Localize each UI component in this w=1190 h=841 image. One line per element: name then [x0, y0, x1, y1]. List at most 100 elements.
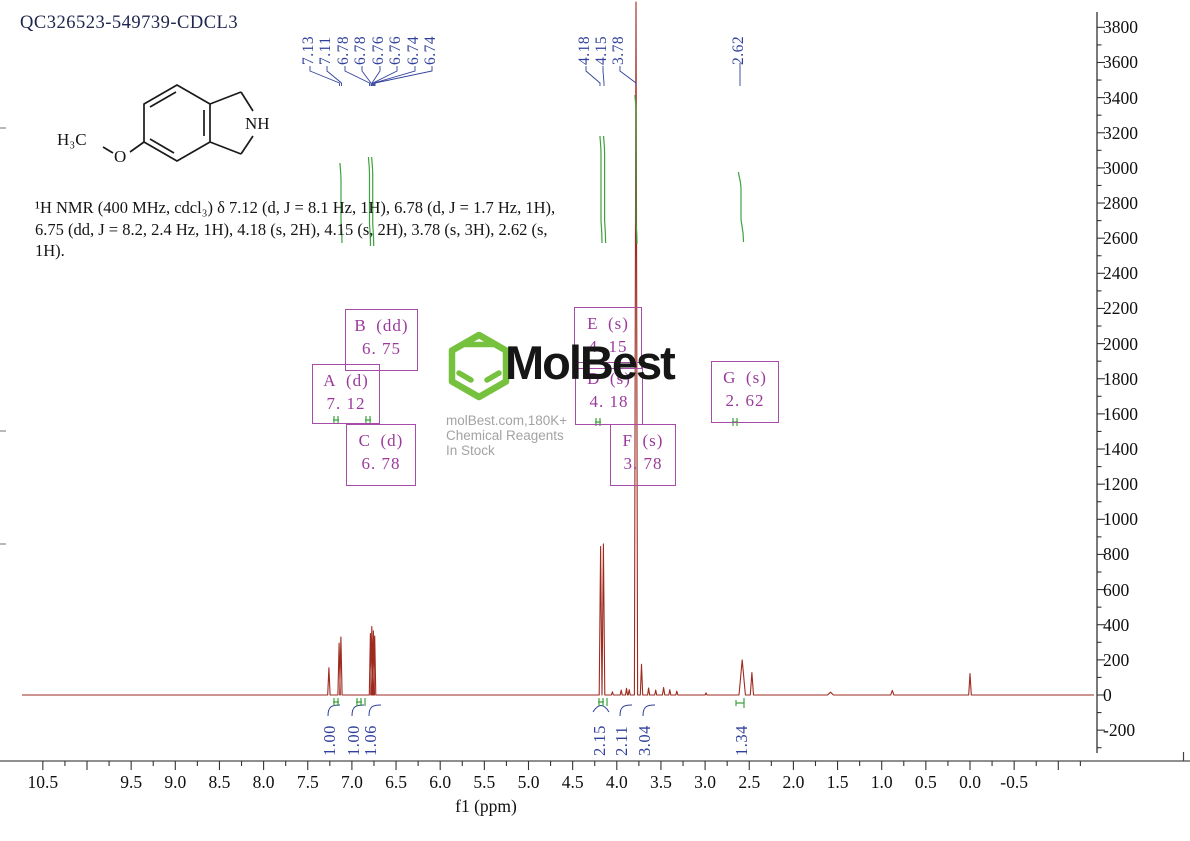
peak-label-connector	[602, 66, 605, 86]
x-tick-label: 2.0	[782, 772, 805, 792]
amine-group-label: NH	[245, 114, 270, 133]
integral-region-mark	[333, 416, 339, 424]
y-tick-label: 1400	[1103, 439, 1138, 460]
watermark-tagline: molBest.com,180K+ Chemical Reagents In S…	[446, 413, 568, 458]
peak-label-connector	[361, 66, 372, 86]
integral-region-mark	[735, 698, 745, 708]
nmr-assignment-text: ¹H NMR (400 MHz, cdcl₃) δ 7.12 (d, J = 8…	[35, 197, 595, 262]
annotation-shift: 4. 15	[588, 337, 628, 356]
x-tick-label: 7.0	[340, 772, 363, 792]
integration-bracket	[368, 704, 382, 717]
annotation-shift: 2. 62	[725, 391, 765, 410]
y-tick-label: 800	[1103, 544, 1130, 565]
peak-label-connector	[309, 66, 340, 86]
peak-label: 2.62	[730, 35, 747, 65]
annotation-multiplicity: E (s)	[587, 314, 629, 333]
x-tick-label: 5.0	[517, 772, 540, 792]
y-tick-label: 2000	[1103, 333, 1138, 354]
peak-label-connector	[344, 66, 370, 86]
integral-curve	[599, 135, 603, 244]
x-tick-label: 0.0	[959, 772, 981, 792]
peak-label: 7.11	[317, 36, 334, 65]
peak-label-connector	[326, 66, 342, 86]
integration-bracket	[619, 704, 633, 717]
peak-annotation-box-f: F (s) 3. 78	[610, 424, 676, 486]
integral-region-mark	[333, 698, 339, 706]
integral-curve	[367, 156, 372, 247]
structure-bond	[240, 91, 254, 112]
oxygen-atom-label: O	[114, 147, 127, 166]
integral-region-mark	[598, 698, 608, 706]
y-tick-label: 2600	[1103, 228, 1138, 249]
peak-label: 7.13	[300, 35, 317, 65]
integral-curve	[371, 156, 375, 247]
structure-bond	[209, 91, 242, 105]
integration-label: 1.00	[344, 725, 363, 756]
peak-annotation-box-d: D (s) 4. 18	[575, 362, 643, 425]
x-tick-label: 1.0	[870, 772, 893, 792]
peak-label-connector	[619, 66, 637, 86]
integration-label: 1.06	[361, 725, 380, 756]
integral-curve	[634, 94, 638, 245]
peak-label: 6.74	[405, 35, 422, 65]
structure-bond	[129, 141, 145, 153]
peak-label: 6.74	[422, 35, 439, 65]
peak-annotation-box-b: B (dd) 6. 75	[345, 309, 418, 371]
y-tick-label: 3600	[1103, 52, 1138, 73]
peak-label-connector	[372, 66, 398, 86]
x-tick-label: 7.5	[296, 772, 319, 792]
structure-bond	[149, 138, 175, 154]
x-tick-label: 6.0	[429, 772, 452, 792]
y-tick-label: 2400	[1103, 263, 1138, 284]
y-tick-label: 1800	[1103, 368, 1138, 389]
y-tick-label: 1200	[1103, 474, 1138, 495]
methyl-group-label: H₃C	[57, 130, 87, 149]
nmr-text-line: 6.75 (dd, J = 8.2, 2.4 Hz, 1H), 4.18 (s,…	[35, 219, 548, 239]
y-tick-label: 3800	[1103, 17, 1138, 38]
peak-label: 6.78	[352, 35, 369, 65]
y-tick-label: 600	[1103, 579, 1130, 600]
annotation-shift: 3. 78	[623, 454, 663, 473]
integral-curve	[339, 162, 343, 244]
integration-label: 2.15	[590, 725, 609, 756]
peak-label: 3.78	[610, 35, 627, 65]
y-tick-label: 400	[1103, 614, 1130, 635]
y-tick-label: 0	[1103, 685, 1112, 705]
y-tick-label: 1600	[1103, 403, 1138, 424]
x-tick-label: 2.5	[738, 772, 761, 792]
integral-region-mark	[356, 698, 366, 706]
annotation-multiplicity: G (s)	[723, 368, 767, 387]
y-tick-label: 3000	[1103, 157, 1138, 178]
structure-bond	[102, 146, 114, 154]
y-tick-label: 1000	[1103, 509, 1138, 530]
integral-region-mark	[365, 416, 371, 424]
x-tick-label: 9.5	[120, 772, 143, 792]
peak-label-connector	[373, 66, 416, 86]
peak-annotation-box-e: E (s) 4. 15	[574, 307, 642, 369]
annotation-multiplicity: A (d)	[323, 371, 369, 390]
integration-bracket	[642, 704, 656, 717]
peak-label: 4.18	[576, 35, 593, 65]
x-tick-label: 8.5	[208, 772, 231, 792]
integration-label: 1.34	[732, 725, 751, 756]
nmr-text-line: ¹H NMR (400 MHz, cdcl₃) δ 7.12 (d, J = 8…	[35, 198, 556, 217]
x-tick-label: 8.0	[252, 772, 275, 792]
annotation-shift: 6. 75	[362, 339, 401, 358]
integration-label: 3.04	[635, 725, 654, 756]
structure-bond	[209, 141, 242, 155]
spectrum-trace	[22, 1, 1094, 696]
x-tick-label: 3.5	[650, 772, 672, 792]
annotation-shift: 7. 12	[326, 394, 366, 413]
sample-title: QC326523-549739-CDCL3	[20, 13, 239, 33]
x-tick-label: 10.5	[27, 772, 59, 792]
structure-bond	[143, 84, 211, 162]
peak-label: 4.15	[593, 35, 610, 65]
integral-curve	[603, 135, 607, 244]
x-axis-title: f1 (ppm)	[455, 796, 517, 816]
annotation-multiplicity: F (s)	[622, 431, 664, 450]
annotation-multiplicity: C (d)	[358, 431, 404, 450]
x-tick-label: 4.0	[605, 772, 628, 792]
y-tick-label: -200	[1103, 720, 1136, 741]
